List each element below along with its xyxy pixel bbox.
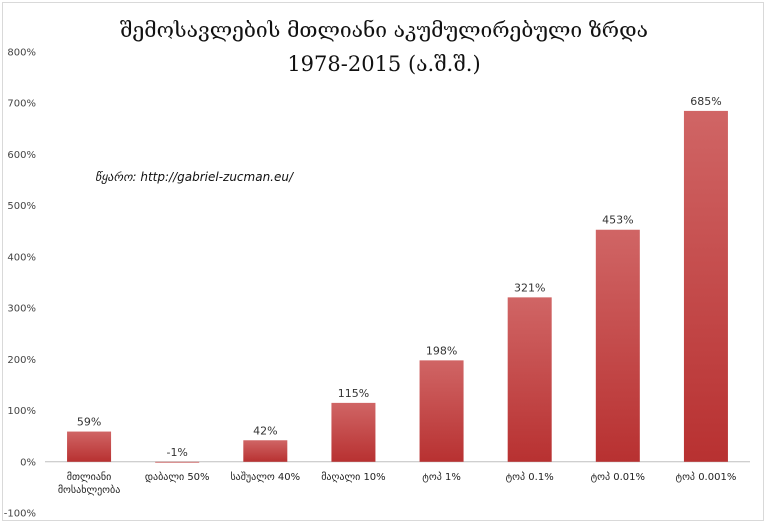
- y-tick-label: 500%: [7, 201, 36, 212]
- y-tick-label: 100%: [7, 406, 36, 417]
- source-note: წყარო: http://gabriel-zucman.eu/: [95, 170, 294, 184]
- category-label: საშუალო 40%: [230, 471, 300, 483]
- y-tick-label: 0%: [20, 457, 36, 468]
- category-label: ტოპ 0.001%: [676, 471, 737, 483]
- bar: [243, 440, 288, 462]
- y-tick-label: 200%: [7, 355, 36, 366]
- bar: [683, 110, 728, 462]
- category-label: მოსახლეობა: [58, 484, 120, 496]
- bar: [595, 229, 640, 462]
- category-label: მთლიანი: [67, 471, 112, 483]
- category-label: მაღალი 10%: [321, 471, 385, 483]
- y-tick-label: 400%: [7, 252, 36, 263]
- y-tick-label: -100%: [4, 509, 36, 520]
- bar: [155, 461, 200, 463]
- data-label: 685%: [690, 95, 721, 108]
- category-label: ტოპ 0.01%: [591, 471, 645, 483]
- y-tick-label: 300%: [7, 304, 36, 315]
- chart-title-line2: 1978-2015 (ა.შ.შ.): [287, 52, 481, 76]
- category-label: დაბალი 50%: [145, 471, 210, 483]
- data-label: 321%: [514, 281, 545, 294]
- data-label: 42%: [253, 424, 277, 437]
- data-label: 198%: [426, 344, 457, 357]
- chart-title-line1: შემოსავლების მთლიანი აკუმულირებული ზრდა: [120, 18, 648, 42]
- bar: [507, 297, 552, 462]
- bar: [419, 360, 464, 462]
- category-label: ტოპ 0.1%: [506, 471, 554, 483]
- data-label: 59%: [77, 416, 101, 429]
- y-tick-label: 700%: [7, 99, 36, 110]
- data-label: -1%: [166, 446, 187, 459]
- bar: [67, 431, 112, 462]
- y-tick-label: 800%: [7, 48, 36, 59]
- data-label: 453%: [602, 214, 633, 227]
- data-label: 115%: [338, 387, 369, 400]
- bar: [331, 402, 376, 462]
- category-label: ტოპ 1%: [422, 471, 461, 483]
- y-tick-label: 600%: [7, 150, 36, 161]
